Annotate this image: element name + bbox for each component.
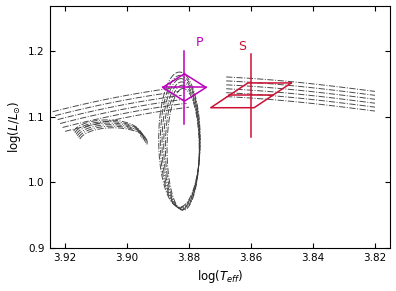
Text: P: P: [196, 36, 204, 49]
Text: S: S: [239, 40, 247, 53]
X-axis label: $\log(T_{eff})$: $\log(T_{eff})$: [197, 268, 243, 285]
Y-axis label: $\log(L/L_{\odot})$: $\log(L/L_{\odot})$: [6, 101, 23, 153]
